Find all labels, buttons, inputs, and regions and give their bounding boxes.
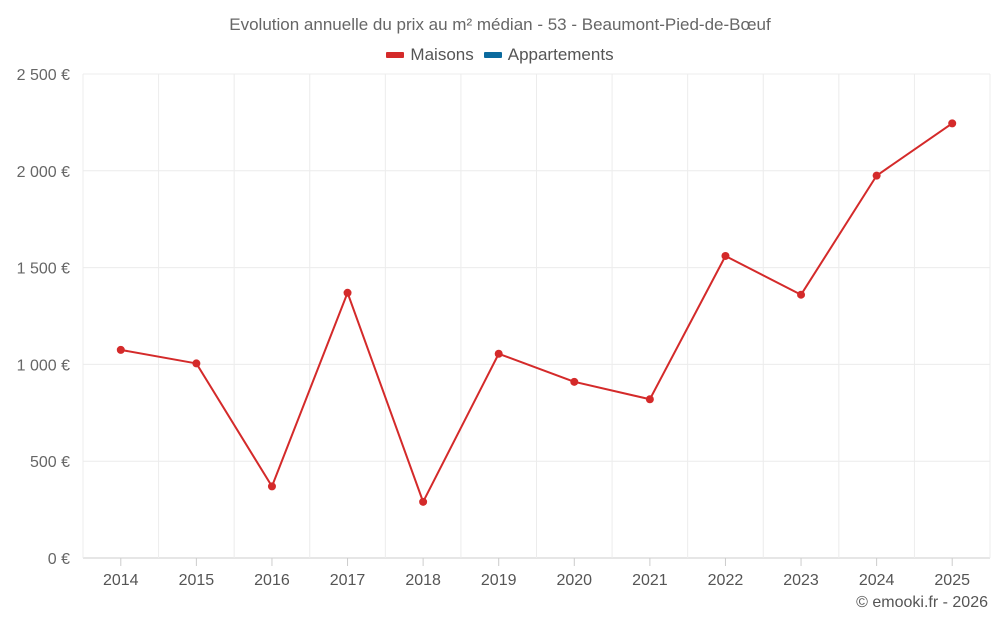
data-point-maisons-2021 xyxy=(645,395,654,404)
legend-label-maisons: Maisons xyxy=(410,45,474,64)
series-line-maisons xyxy=(120,122,953,503)
x-tick-label: 2020 xyxy=(556,572,592,589)
legend-item-maisons[interactable]: Maisons xyxy=(386,45,474,65)
x-tick-label: 2018 xyxy=(405,572,441,589)
legend: Maisons Appartements xyxy=(0,45,1000,65)
credit-text: © emooki.fr - 2026 xyxy=(856,594,988,611)
x-tick-label: 2019 xyxy=(481,572,517,589)
legend-item-appartements[interactable]: Appartements xyxy=(483,45,614,65)
data-point-maisons-2016 xyxy=(267,482,276,491)
y-tick-label: 1 500 € xyxy=(17,261,70,278)
data-point-maisons-2020 xyxy=(570,377,579,386)
data-point-maisons-2015 xyxy=(192,359,201,368)
chart-title: Evolution annuelle du prix au m² médian … xyxy=(229,15,771,34)
legend-swatch-appartements xyxy=(483,52,502,58)
data-point-maisons-2025 xyxy=(948,119,957,128)
y-tick-label: 2 500 € xyxy=(17,67,70,84)
x-tick-label: 2021 xyxy=(632,572,668,589)
x-tick-label: 2016 xyxy=(254,572,290,589)
data-point-maisons-2023 xyxy=(797,290,806,299)
x-tick-label: 2024 xyxy=(859,572,895,589)
x-tick-label: 2025 xyxy=(934,572,970,589)
x-tick-label: 2023 xyxy=(783,572,819,589)
x-tick-label: 2014 xyxy=(103,572,139,589)
data-point-maisons-2014 xyxy=(116,345,125,354)
legend-label-appartements: Appartements xyxy=(507,45,614,64)
y-tick-label: 1 000 € xyxy=(17,357,70,374)
y-tick-label: 2 000 € xyxy=(17,164,70,181)
data-point-maisons-2017 xyxy=(343,288,352,297)
data-point-maisons-2024 xyxy=(872,171,881,180)
legend-swatch-maisons xyxy=(386,52,405,58)
data-point-maisons-2019 xyxy=(494,349,503,358)
x-tick-label: 2015 xyxy=(179,572,215,589)
y-tick-label: 500 € xyxy=(30,454,70,471)
data-point-maisons-2018 xyxy=(419,497,428,506)
x-tick-label: 2017 xyxy=(330,572,366,589)
x-tick-label: 2022 xyxy=(708,572,744,589)
y-tick-label: 0 € xyxy=(48,551,70,568)
data-point-maisons-2022 xyxy=(721,251,730,260)
